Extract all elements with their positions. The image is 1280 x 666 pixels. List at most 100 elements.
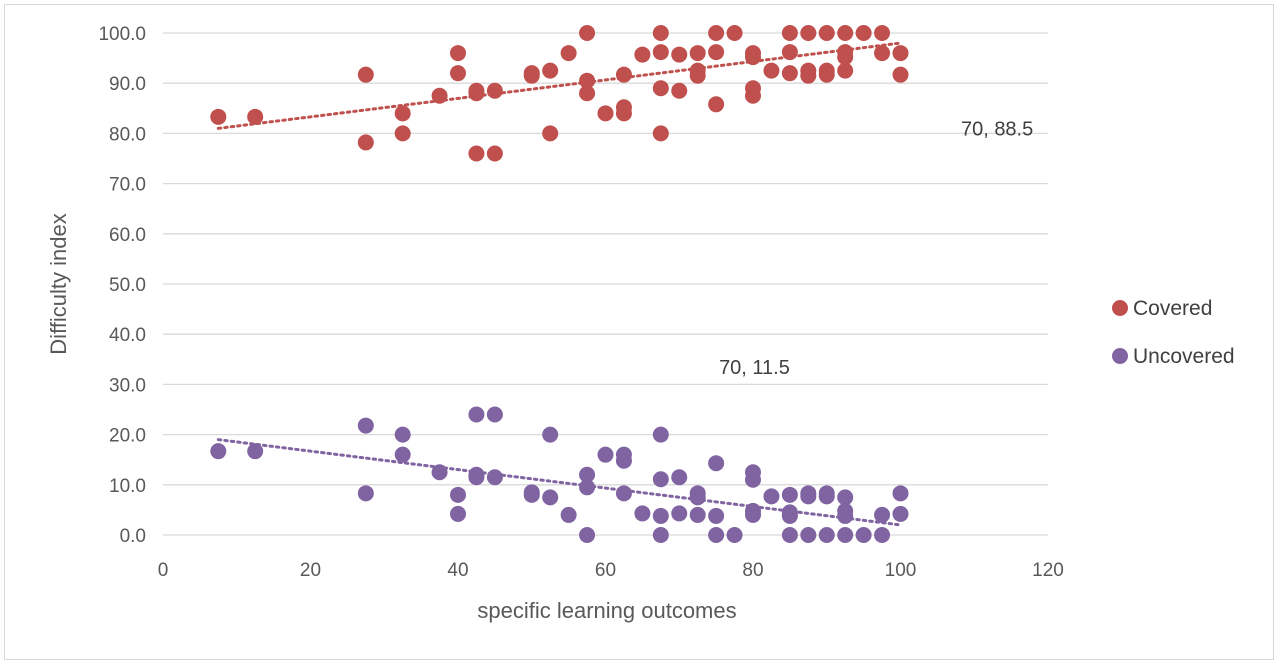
y-tick-label: 100.0: [98, 24, 146, 45]
point-covered: [597, 105, 614, 122]
x-tick-label: 20: [300, 560, 321, 581]
point-covered: [745, 87, 761, 104]
point-covered: [394, 125, 411, 142]
point-uncovered: [671, 469, 688, 486]
point-covered: [468, 82, 485, 99]
x-tick-label: 0: [158, 560, 169, 581]
point-covered: [781, 65, 798, 82]
point-uncovered: [468, 406, 485, 423]
point-uncovered: [671, 505, 688, 522]
point-uncovered: [652, 507, 669, 524]
annotation-label: 70, 88.5: [961, 118, 1033, 140]
point-uncovered: [800, 488, 817, 505]
point-uncovered: [745, 506, 761, 523]
point-uncovered: [837, 507, 854, 524]
x-axis-ticks: 0 20 40 60 80 100 120: [158, 560, 1064, 581]
point-uncovered: [652, 426, 669, 443]
y-axis-ticks: 0.0 10.0 20.0 30.0 40.0 50.0 60.0 70.0 80.0 90.0 1…: [98, 24, 146, 547]
point-uncovered: [874, 527, 891, 543]
point-uncovered: [837, 489, 854, 506]
point-uncovered: [615, 452, 632, 469]
point-covered: [837, 25, 854, 41]
point-uncovered: [892, 505, 909, 522]
point-covered: [394, 105, 411, 122]
point-covered: [708, 25, 725, 41]
point-uncovered: [818, 488, 835, 505]
x-tick-label: 80: [742, 560, 763, 581]
point-covered: [745, 49, 761, 66]
point-uncovered: [818, 527, 835, 543]
point-covered: [431, 87, 448, 104]
point-covered: [542, 62, 559, 79]
legend-item-uncovered: Uncovered: [1112, 345, 1235, 368]
point-covered: [652, 80, 669, 97]
point-uncovered: [486, 469, 503, 486]
point-uncovered: [210, 443, 227, 460]
y-tick-label: 10.0: [109, 476, 146, 497]
trendline-uncovered: [216, 438, 902, 527]
legend: Covered Uncovered: [1112, 297, 1235, 368]
point-uncovered: [689, 506, 706, 523]
point-covered: [357, 134, 374, 151]
point-uncovered: [855, 527, 872, 543]
point-covered: [615, 66, 632, 83]
point-covered: [837, 62, 854, 79]
point-covered: [486, 82, 503, 99]
point-covered: [892, 66, 909, 83]
point-uncovered: [652, 471, 669, 488]
point-covered: [247, 108, 264, 125]
point-covered: [579, 72, 596, 89]
point-uncovered: [781, 486, 798, 503]
point-covered: [671, 82, 688, 99]
point-covered: [615, 105, 632, 122]
point-covered: [210, 108, 227, 125]
point-covered: [689, 45, 706, 62]
point-covered: [874, 45, 891, 62]
point-covered: [486, 145, 503, 162]
point-uncovered: [542, 489, 559, 506]
point-covered: [855, 25, 872, 41]
point-uncovered: [726, 527, 743, 543]
point-uncovered: [394, 446, 411, 463]
point-covered: [726, 25, 743, 41]
point-uncovered: [837, 527, 854, 543]
y-tick-label: 40.0: [109, 325, 146, 346]
legend-marker-uncovered: [1112, 348, 1128, 364]
point-covered: [708, 96, 725, 113]
point-uncovered: [745, 471, 761, 488]
point-covered: [652, 44, 669, 61]
point-uncovered: [560, 506, 577, 523]
point-uncovered: [431, 464, 448, 481]
point-covered: [579, 25, 596, 41]
x-tick-label: 100: [885, 560, 917, 581]
data-points: [210, 25, 909, 543]
point-uncovered: [634, 505, 651, 522]
point-uncovered: [708, 527, 725, 543]
point-uncovered: [450, 505, 466, 522]
point-uncovered: [357, 417, 374, 434]
y-tick-label: 80.0: [109, 124, 146, 145]
point-covered: [800, 25, 817, 41]
point-covered: [837, 49, 854, 66]
point-uncovered: [523, 486, 540, 503]
point-covered: [560, 45, 577, 62]
point-covered: [708, 44, 725, 61]
point-covered: [652, 125, 669, 142]
y-tick-label: 60.0: [109, 225, 146, 246]
point-uncovered: [394, 426, 411, 443]
point-covered: [468, 145, 485, 162]
y-tick-label: 50.0: [109, 275, 146, 296]
point-uncovered: [247, 443, 264, 460]
trendline-covered: [216, 41, 902, 130]
point-covered: [579, 85, 596, 102]
point-uncovered: [450, 486, 466, 503]
point-covered: [818, 25, 835, 41]
point-covered: [357, 66, 374, 83]
point-covered: [671, 46, 688, 63]
point-uncovered: [781, 507, 798, 524]
point-uncovered: [579, 527, 596, 543]
point-uncovered: [486, 406, 503, 423]
point-covered: [652, 25, 669, 41]
point-uncovered: [468, 469, 485, 486]
